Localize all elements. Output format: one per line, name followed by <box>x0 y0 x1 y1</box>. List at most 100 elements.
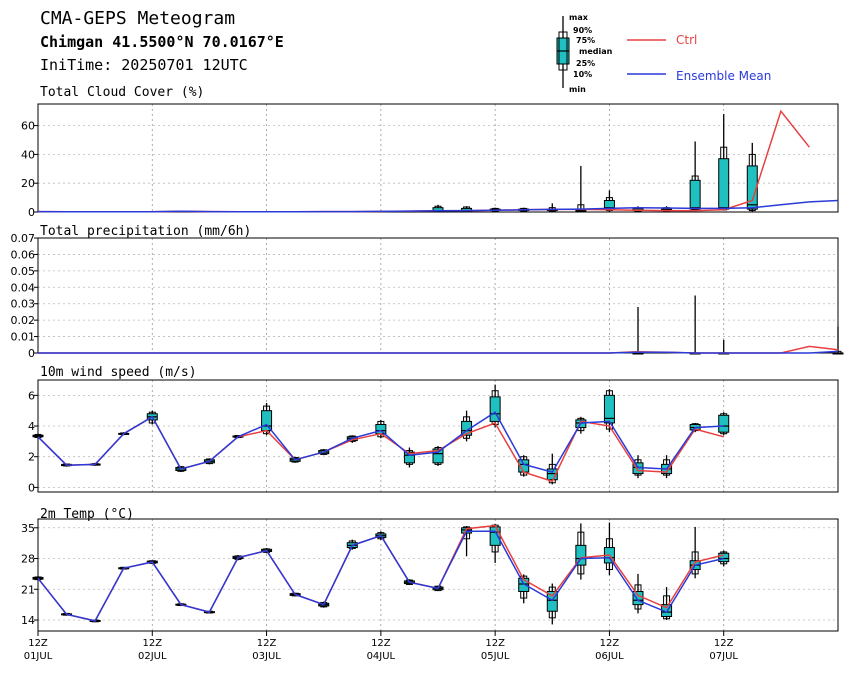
ensemble-box <box>546 583 558 625</box>
ensemble-mean-line <box>37 411 724 473</box>
ensemble-box <box>489 384 501 428</box>
box-p25-p75 <box>718 552 730 563</box>
y-tick-label: 0 <box>28 206 35 219</box>
box-p25-p75 <box>689 179 701 210</box>
y-tick-label: 0.04 <box>11 281 36 294</box>
x-tick-hour: 12Z <box>257 638 277 649</box>
legend-stat-label: median <box>579 47 613 56</box>
ensemble-box <box>718 339 730 355</box>
y-tick-label: 14 <box>21 614 35 627</box>
y-tick-label: 60 <box>21 120 35 133</box>
init-time: IniTime: 20250701 12UTC <box>40 56 248 74</box>
box-p25-p75 <box>718 414 730 433</box>
y-tick-label: 0.02 <box>11 314 36 327</box>
y-tick-label: 0 <box>28 347 35 360</box>
box-p25-p75 <box>718 158 730 210</box>
ensemble-box <box>832 326 844 355</box>
x-tick-date: 03JUL <box>252 651 281 662</box>
panel-3: 2m Temp (°C) 14 21 28 35 <box>21 507 839 632</box>
ensemble-box <box>632 307 644 355</box>
legend: max 90%75% median 25% 10% min Ctrl Ensemble M… <box>556 13 771 94</box>
ensemble-box <box>461 410 473 442</box>
legend-stat-label: 10% <box>573 70 592 79</box>
y-tick-label: 35 <box>21 522 35 535</box>
panel-frame <box>37 518 839 632</box>
x-tick-date: 07JUL <box>709 651 738 662</box>
ensemble-box <box>575 416 587 434</box>
ensemble-box <box>432 445 444 466</box>
box-p25-p75 <box>461 420 473 436</box>
legend-stat-label: max <box>569 13 589 22</box>
x-axis: 12Z 01JUL 12Z 02JUL 12Z 03JUL 12Z 04JUL 12Z 05JUL… <box>24 631 738 662</box>
x-tick-hour: 12Z <box>485 638 505 649</box>
ensemble-box <box>718 412 730 436</box>
box-p25-p75 <box>489 526 501 546</box>
ensemble-box <box>718 550 730 567</box>
ensemble-box <box>32 576 44 581</box>
panel-2: 10m wind speed (m/s) 0 2 4 6 <box>28 365 839 494</box>
mean-legend-label: Ensemble Mean <box>676 69 771 83</box>
y-tick-label: 21 <box>21 583 35 596</box>
ensemble-box <box>575 523 587 580</box>
ensemble-mean-line <box>37 199 839 213</box>
box-p25-p75 <box>632 590 644 606</box>
box-p25-p75 <box>546 590 558 612</box>
legend-stat-label: 25% <box>576 59 595 68</box>
y-tick-label: 0.07 <box>11 232 36 245</box>
ensemble-box <box>603 522 615 576</box>
box-p25-p75 <box>432 448 444 464</box>
chart-title: CMA-GEPS Meteogram <box>40 8 235 29</box>
ensemble-box <box>546 203 558 212</box>
box-p25-p75 <box>489 396 501 422</box>
legend-stat-label: 90% <box>573 26 592 35</box>
panel-title: 10m wind speed (m/s) <box>40 365 197 380</box>
x-tick-date: 04JUL <box>367 651 396 662</box>
legend-stat-label: min <box>569 85 586 94</box>
x-tick-date: 06JUL <box>595 651 624 662</box>
ensemble-box <box>689 295 701 355</box>
ensemble-box <box>603 389 615 433</box>
box-p25-p75 <box>575 544 587 566</box>
x-tick-date: 05JUL <box>481 651 510 662</box>
ensemble-box <box>718 114 730 211</box>
x-tick-date: 01JUL <box>24 651 53 662</box>
y-tick-label: 20 <box>21 177 35 190</box>
y-tick-label: 4 <box>28 420 35 433</box>
box-p25-p75 <box>746 165 758 210</box>
ensemble-box <box>689 141 701 211</box>
ensemble-box <box>632 573 644 614</box>
y-tick-label: 40 <box>21 148 35 161</box>
panel-frame <box>37 103 839 213</box>
y-tick-label: 0.03 <box>11 298 36 311</box>
x-tick-hour: 12Z <box>714 638 734 649</box>
x-tick-hour: 12Z <box>28 638 48 649</box>
ctrl-line <box>38 345 839 354</box>
y-tick-label: 6 <box>28 389 35 402</box>
panel-title: 2m Temp (°C) <box>40 507 134 522</box>
panel-frame <box>37 237 839 354</box>
x-tick-hour: 12Z <box>600 638 620 649</box>
ensemble-mean-line <box>38 350 839 354</box>
x-tick-date: 02JUL <box>138 651 167 662</box>
y-tick-label: 0.01 <box>11 331 36 344</box>
ctrl-legend-label: Ctrl <box>676 33 697 47</box>
station-info: Chimgan 41.5500°N 70.0167°E <box>40 33 284 51</box>
legend-stat-label: 75% <box>576 36 595 45</box>
panel-0: Total Cloud Cover (%) 0 20 40 60 <box>21 85 839 219</box>
y-tick-label: 0 <box>28 481 35 494</box>
panel-title: Total Cloud Cover (%) <box>40 85 204 100</box>
y-tick-label: 2 <box>28 451 35 464</box>
ensemble-box <box>489 523 501 563</box>
ensemble-mean-line <box>37 530 724 622</box>
x-tick-hour: 12Z <box>142 638 162 649</box>
box-p25-p75 <box>603 394 615 424</box>
y-tick-label: 0.06 <box>11 248 36 261</box>
y-tick-label: 28 <box>21 553 35 566</box>
panel-title: Total precipitation (mm/6h) <box>40 224 251 239</box>
y-tick-label: 0.05 <box>11 265 36 278</box>
panel-1: Total precipitation (mm/6h) 0 0.01 0.02 0.03… <box>11 224 844 360</box>
ensemble-box <box>575 165 587 213</box>
x-tick-hour: 12Z <box>371 638 391 649</box>
